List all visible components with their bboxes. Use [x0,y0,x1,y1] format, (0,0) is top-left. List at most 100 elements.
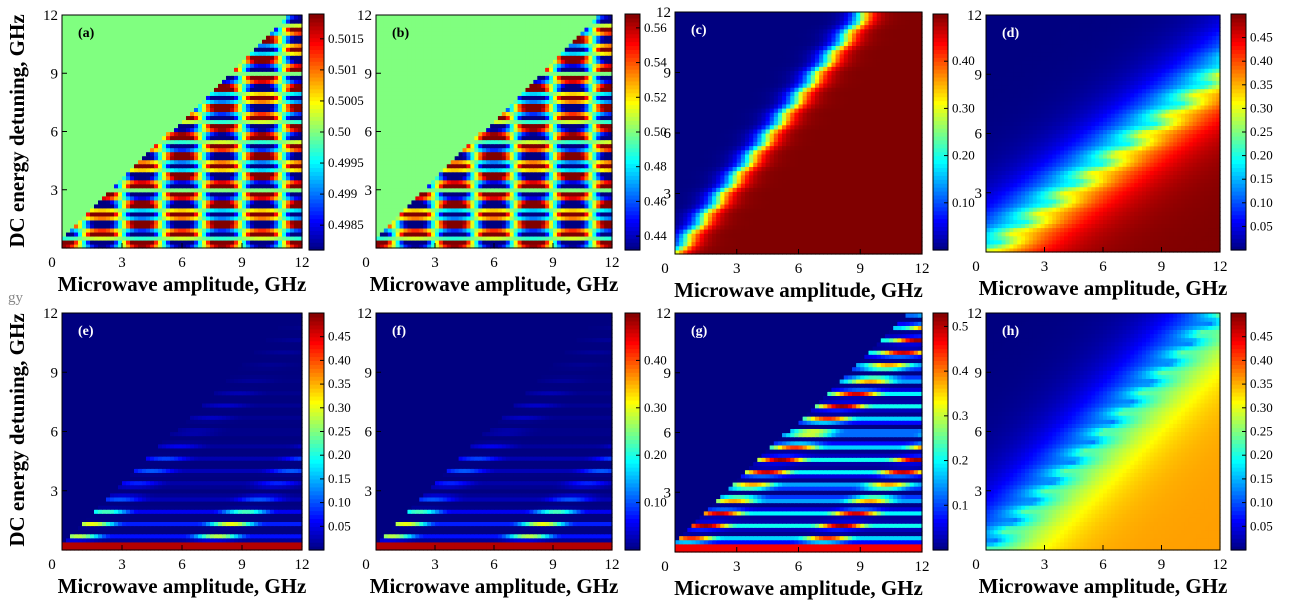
panel-a-cell [234,231,239,237]
panel-a-cell [214,203,219,209]
panel-a-cell [130,103,135,108]
panel-b-cell [541,219,546,225]
panel-b-cell [568,239,574,245]
panel-a-cell [194,127,199,133]
panel-b-cell [419,207,424,213]
panel-a-cell [114,115,119,121]
panel-b-cell [435,235,440,241]
panel-a-cell [62,119,67,125]
panel-a-cell [258,15,263,20]
panel-a-cell [106,115,111,121]
panel-b-cell [560,187,566,193]
panel-a-cell [134,23,139,28]
panel-a-cell [238,55,243,60]
panel-a-cell [106,135,111,141]
panel-a-cell [250,47,255,52]
panel-a-cell [106,27,111,32]
panel-a-cell [98,87,103,92]
panel-b-cell [376,167,381,173]
panel-a-cell [162,43,167,48]
panel-a-cell [178,195,183,201]
panel-a-cell [74,215,79,221]
panel-b-cell [435,191,440,197]
panel-a-colorbar-segment [309,175,324,180]
panel-a-cell [258,155,263,161]
panel-a-cell [186,227,191,233]
panel-a-cell [134,207,139,213]
panel-b-cell [608,183,613,189]
panel-a-cell [126,55,131,60]
panel-a-cell [290,211,295,217]
panel-a-cell [298,215,303,221]
panel-a-cell [82,55,87,60]
panel-a-cell [70,27,75,32]
panel-b-cell [450,183,456,189]
panel-a-cell [98,103,103,108]
panel-a-cell [246,207,251,213]
panel-a-cell [106,191,111,197]
panel-a-cell [234,15,239,20]
panel-a-cell [254,211,259,217]
panel-a-cell [278,219,283,225]
panel-a-cell [230,151,235,157]
panel-b-cell [588,207,593,213]
panel-a-cell [182,183,187,189]
panel-a-cell [178,67,183,72]
panel-a-cell [114,95,119,100]
panel-b-cell [576,239,582,245]
panel-a-cell [78,39,83,44]
panel-a-cell [206,51,211,56]
panel-b-cell [545,163,550,169]
panel-a-cell [218,15,223,20]
panel-a-cell [214,91,219,96]
panel-b-cell [379,183,385,189]
panel-b-cell [482,219,487,225]
panel-a-cell [98,147,103,153]
panel-b-cell [407,183,412,189]
panel-a-cell [254,87,259,92]
panel-b-cell [525,155,530,161]
panel-a-cell [122,123,127,129]
panel-a-cell [130,223,135,229]
panel-a-cell [262,55,267,60]
panel-a-cell [190,211,195,217]
panel-a-cell [70,223,75,229]
panel-a-cell [222,191,227,197]
panel-b-cell [395,167,401,173]
panel-b-cell [438,199,444,205]
panel-b-cell [576,243,582,249]
panel-a-cell [154,95,159,100]
panel-a-colorbar-segment [309,230,324,235]
panel-a-cell [134,219,139,225]
panel-b-cell [568,227,574,233]
panel-b-cell [454,203,460,209]
panel-a-cell [202,51,207,56]
panel-a-cell [242,163,247,169]
panel-a-cell [266,167,271,173]
panel-a-cell [106,131,111,137]
panel-b-cell [395,199,401,205]
panel-a-cell [266,59,271,64]
panel-a-cell [190,71,195,76]
panel-a-cell [182,143,187,149]
panel-b-cell [486,175,491,181]
panel-a-cell [114,55,119,60]
panel-a-cell [198,159,203,165]
panel-b-cell [470,159,475,165]
panel-a-cell [254,195,259,201]
panel-a-cell [186,67,191,72]
panel-b-cell [604,231,609,237]
panel-b-cell [600,195,605,201]
panel-b-cell [525,235,530,241]
panel-a-cell [74,107,79,113]
panel-a-cell [190,27,195,32]
panel-a-cell [146,143,151,149]
panel-a-cell [226,115,231,121]
panel-a-cell [66,67,71,72]
panel-a-cell [270,195,275,201]
panel-a-cell [82,131,87,137]
panel-a-cell [134,67,139,72]
panel-b-cell [450,211,456,217]
panel-a-cell [82,179,87,185]
